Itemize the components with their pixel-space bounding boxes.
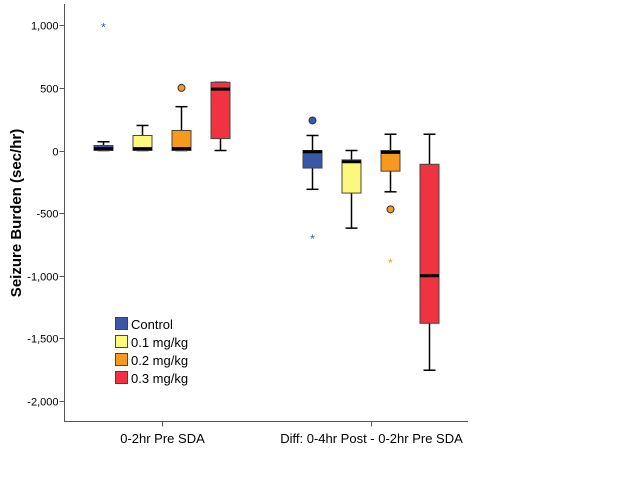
extreme-point: * bbox=[388, 256, 393, 270]
outlier-point bbox=[308, 116, 317, 125]
axes bbox=[64, 4, 468, 422]
legend-label: 0.1 mg/kg bbox=[131, 335, 188, 350]
legend-item: Control bbox=[115, 317, 173, 332]
iqr-box bbox=[419, 163, 440, 324]
iqr-box bbox=[380, 150, 401, 172]
legend-label: 0.3 mg/kg bbox=[131, 371, 188, 386]
box-control-1: * bbox=[93, 21, 114, 152]
outlier-point bbox=[177, 83, 186, 92]
box-0-1-mg-kg-2 bbox=[341, 149, 362, 229]
y-axis-label: Seizure Burden (sec/hr) bbox=[8, 129, 25, 297]
x-ticks: 0-2hr Pre SDA Diff: 0-4hr Post - 0-2hr Pr… bbox=[120, 421, 463, 446]
boxes: * * * bbox=[93, 21, 440, 371]
legend-item: 0.3 mg/kg bbox=[115, 371, 188, 386]
iqr-box bbox=[132, 134, 153, 151]
y-tick-label: -1,500 bbox=[27, 334, 58, 346]
y-ticks: 1,000 500 0 -500 -1,000 -1,500 -2,000 bbox=[27, 21, 65, 409]
y-tick-label: -1,000 bbox=[27, 272, 58, 284]
box-0-1-mg-kg-1 bbox=[132, 124, 153, 152]
box-control-2: * bbox=[302, 116, 323, 246]
box-0-2-mg-kg-1 bbox=[171, 83, 192, 152]
iqr-box bbox=[341, 159, 362, 194]
legend-item: 0.1 mg/kg bbox=[115, 335, 188, 350]
box-0-3-mg-kg-1 bbox=[210, 81, 231, 152]
legend: Control 0.1 mg/kg 0.2 mg/kg 0.3 mg/kg bbox=[115, 317, 188, 386]
y-tick-label: 1,000 bbox=[31, 21, 59, 33]
iqr-box bbox=[171, 129, 192, 152]
legend-swatch bbox=[115, 317, 128, 330]
y-tick-label: 0 bbox=[52, 147, 58, 159]
legend-swatch bbox=[115, 335, 128, 348]
y-tick-label: -500 bbox=[36, 209, 58, 221]
legend-label: 0.2 mg/kg bbox=[131, 353, 188, 368]
legend-swatch bbox=[115, 371, 128, 384]
outlier-point bbox=[386, 205, 395, 214]
y-tick-label: 500 bbox=[40, 84, 58, 96]
iqr-box bbox=[210, 81, 231, 140]
legend-item: 0.2 mg/kg bbox=[115, 353, 188, 368]
legend-swatch bbox=[115, 353, 128, 366]
extreme-point: * bbox=[101, 21, 106, 35]
box-0-2-mg-kg-2: * bbox=[380, 133, 401, 270]
legend-label: Control bbox=[131, 317, 173, 332]
x-tick-label: 0-2hr Pre SDA bbox=[120, 431, 205, 446]
y-tick-label: -2,000 bbox=[27, 397, 58, 409]
x-tick-label: Diff: 0-4hr Post - 0-2hr Pre SDA bbox=[280, 431, 463, 446]
extreme-point: * bbox=[310, 232, 315, 246]
box-0-3-mg-kg-2 bbox=[419, 133, 440, 371]
